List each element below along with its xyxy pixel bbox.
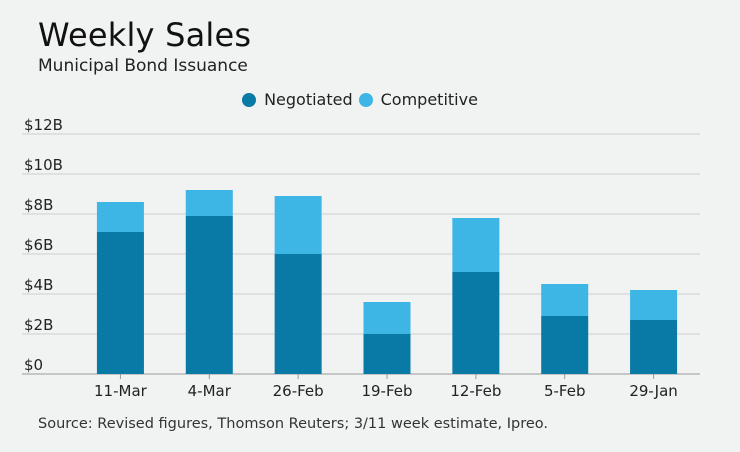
x-tick-label: 4-Mar	[188, 382, 232, 400]
legend: Negotiated Competitive	[0, 90, 740, 109]
legend-label-negotiated: Negotiated	[264, 90, 353, 109]
bar-negotiated-29-jan	[630, 320, 678, 374]
legend-swatch-competitive	[358, 92, 373, 107]
y-tick-label: $2B	[24, 316, 53, 334]
x-tick-label: 5-Feb	[544, 382, 586, 400]
bar-negotiated-11-mar	[96, 232, 144, 374]
x-tick-label: 19-Feb	[361, 382, 412, 400]
bar-competitive-19-feb	[363, 302, 411, 334]
bar-negotiated-5-feb	[541, 316, 589, 374]
x-tick-label: 29-Jan	[629, 382, 677, 400]
chart-subtitle: Municipal Bond Issuance	[38, 56, 248, 76]
chart-title: Weekly Sales	[38, 16, 252, 54]
bar-competitive-5-feb	[541, 284, 589, 316]
y-tick-label: $12B	[24, 116, 63, 134]
y-tick-label: $10B	[24, 156, 63, 174]
legend-label-competitive: Competitive	[380, 90, 478, 109]
legend-swatch-negotiated	[242, 92, 257, 107]
x-tick-label: 11-Mar	[94, 382, 148, 400]
bar-competitive-29-jan	[630, 290, 678, 320]
bar-negotiated-19-feb	[363, 334, 411, 374]
x-tick-label: 26-Feb	[273, 382, 324, 400]
source-note: Source: Revised figures, Thomson Reuters…	[38, 416, 548, 432]
bar-competitive-26-feb	[274, 196, 322, 254]
bar-competitive-12-feb	[452, 218, 500, 272]
bar-negotiated-4-mar	[185, 216, 233, 374]
bar-negotiated-12-feb	[452, 272, 500, 374]
bar-competitive-4-mar	[185, 190, 233, 216]
x-tick-label: 12-Feb	[450, 382, 501, 400]
y-tick-label: $6B	[24, 236, 53, 254]
y-tick-label: $8B	[24, 196, 53, 214]
bar-competitive-11-mar	[96, 202, 144, 232]
legend-item-competitive: Competitive	[358, 90, 478, 109]
legend-item-negotiated: Negotiated	[242, 90, 353, 109]
y-tick-label: $0	[24, 356, 43, 374]
y-tick-label: $4B	[24, 276, 53, 294]
bar-negotiated-26-feb	[274, 254, 322, 374]
